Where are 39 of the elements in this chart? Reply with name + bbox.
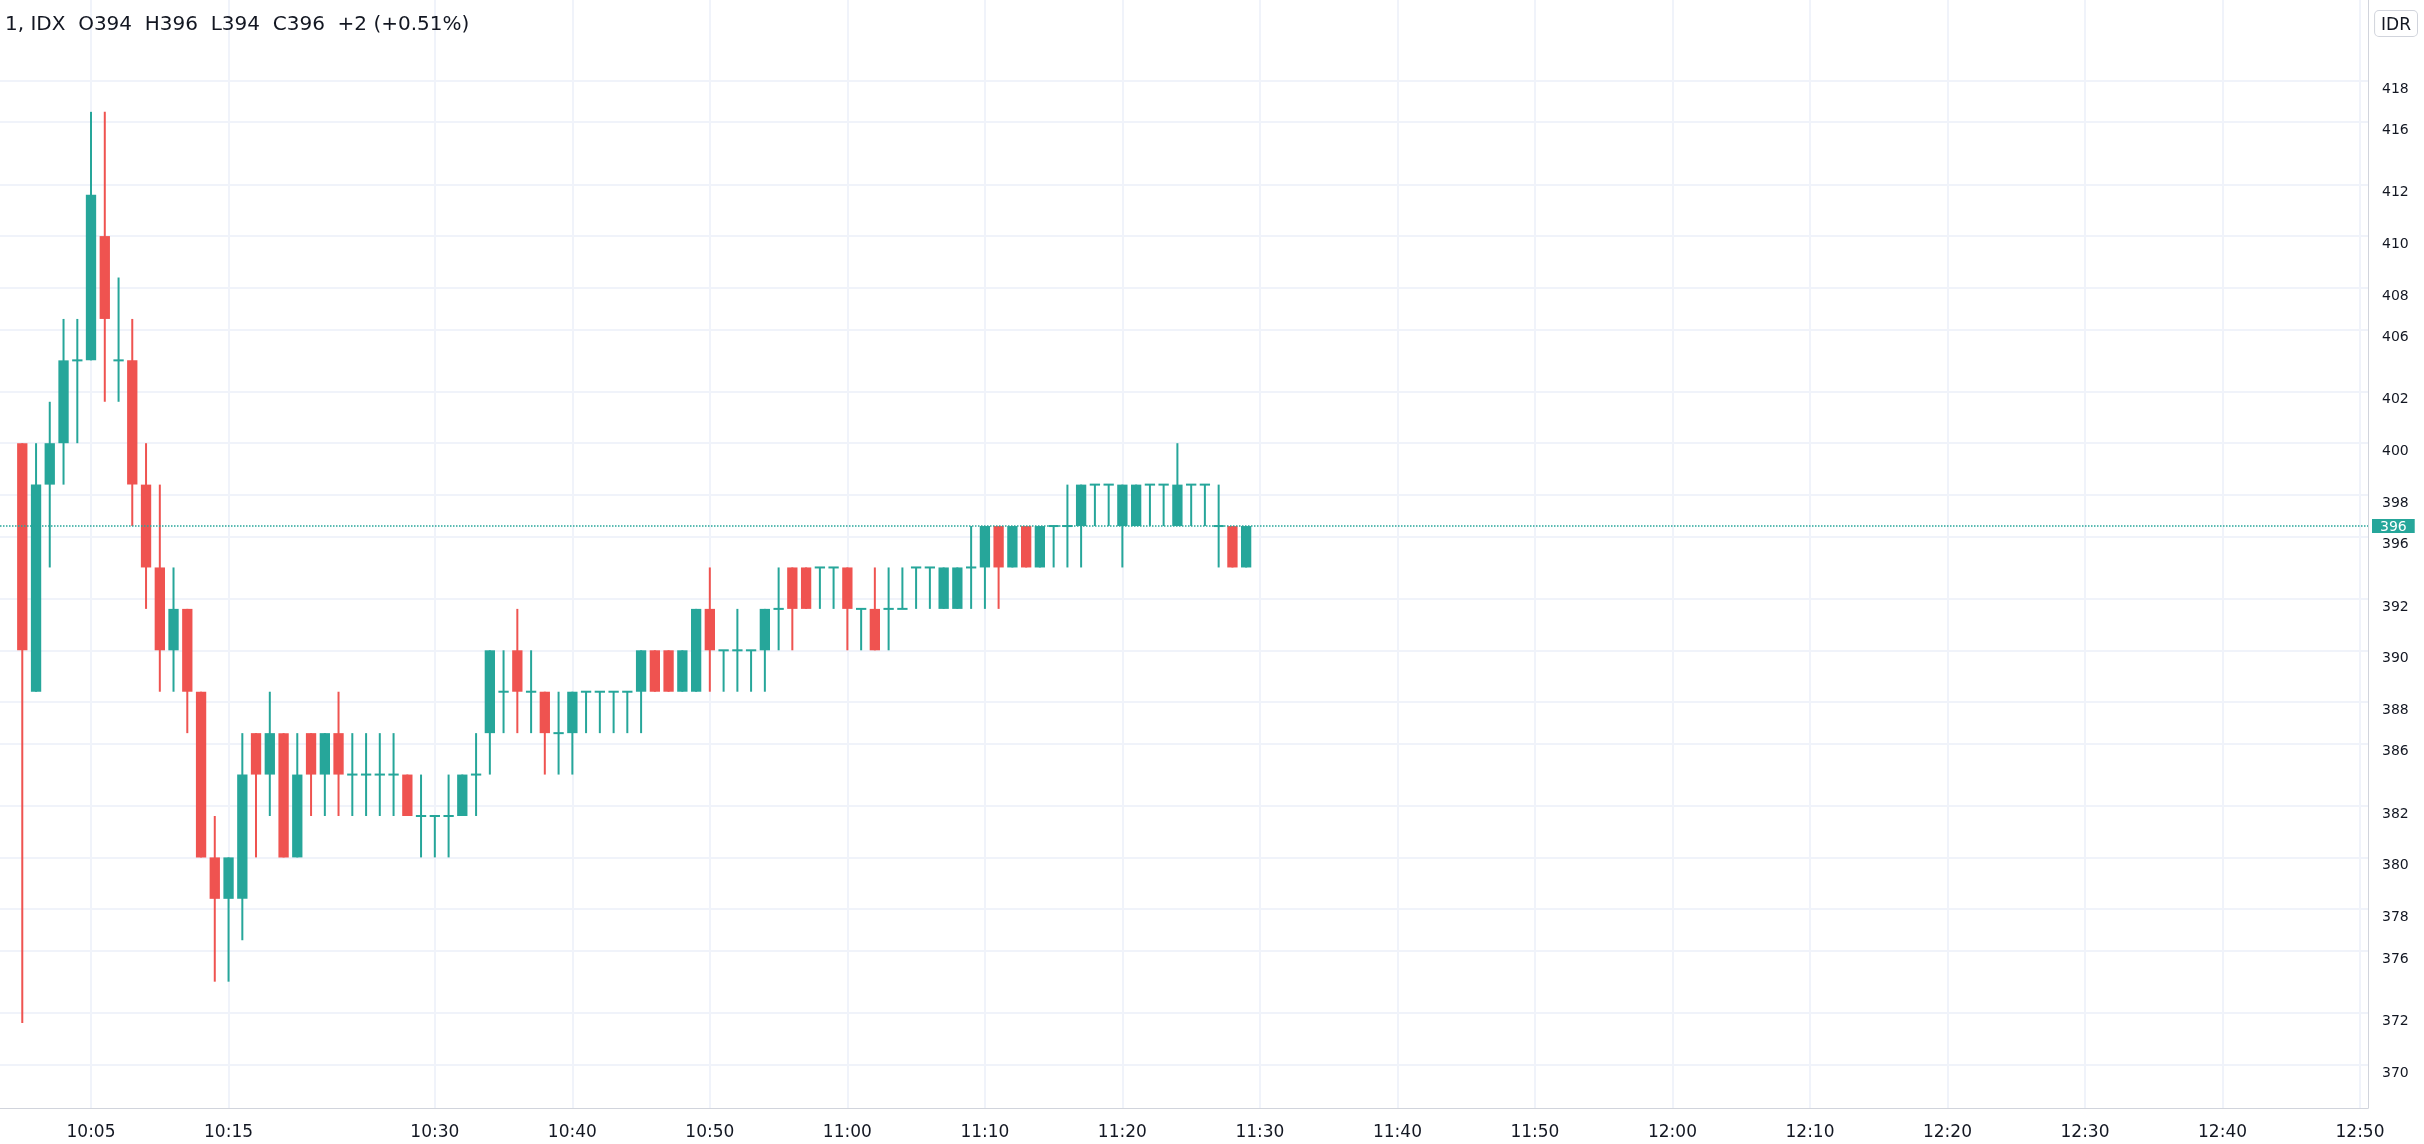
- y-tick-label: 400: [2382, 442, 2409, 459]
- y-tick-label: 396: [2382, 535, 2409, 552]
- y-tick-label: 412: [2382, 183, 2409, 200]
- y-tick-label: 376: [2382, 949, 2409, 966]
- y-tick-label: 398: [2382, 493, 2409, 510]
- x-tick-label: 10:15: [204, 1120, 254, 1141]
- x-tick-label: 10:50: [685, 1120, 735, 1141]
- y-tick-label: 410: [2382, 235, 2409, 252]
- y-tick-label: 392: [2382, 597, 2409, 614]
- y-tick-label: 416: [2382, 121, 2409, 138]
- x-tick-label: 11:30: [1235, 1120, 1285, 1141]
- y-tick-label: 386: [2382, 742, 2409, 759]
- x-tick-label: 12:40: [2198, 1120, 2248, 1141]
- y-tick-label: 390: [2382, 649, 2409, 666]
- y-tick-label: 406: [2382, 328, 2409, 345]
- y-tick-label: 378: [2382, 908, 2409, 925]
- y-tick-label: 372: [2382, 1011, 2409, 1028]
- y-tick-label: 402: [2382, 390, 2409, 407]
- x-tick-label: 11:50: [1510, 1120, 1560, 1141]
- x-tick-label: 12:20: [1922, 1120, 1972, 1141]
- x-tick-label: 11:00: [822, 1120, 872, 1141]
- text: 1, IDX O394 H396 L394 C396 +2 (+0.51%): [5, 11, 470, 35]
- y-tick-label: 382: [2382, 804, 2409, 821]
- y-tick-label: 388: [2382, 701, 2409, 718]
- x-tick-label: 12:00: [1647, 1120, 1697, 1141]
- y-tick-label: 380: [2382, 856, 2409, 873]
- x-tick-label: 10:30: [410, 1120, 460, 1141]
- x-tick-label: 11:10: [960, 1120, 1010, 1141]
- x-tick-label: 11:40: [1372, 1120, 1422, 1141]
- x-tick-label: 11:20: [1097, 1120, 1147, 1141]
- x-tick-label: 12:30: [2060, 1120, 2110, 1141]
- text: IDR: [2381, 13, 2412, 34]
- x-tick-label: 10:40: [547, 1120, 597, 1141]
- x-tick-label: 10:05: [66, 1120, 116, 1141]
- y-tick-label: 370: [2382, 1063, 2409, 1080]
- x-tick-label: 12:10: [1785, 1120, 1835, 1141]
- y-tick-label: 418: [2382, 79, 2409, 96]
- y-tick-label: 408: [2382, 286, 2409, 303]
- x-tick-label: 12:50: [2335, 1120, 2385, 1141]
